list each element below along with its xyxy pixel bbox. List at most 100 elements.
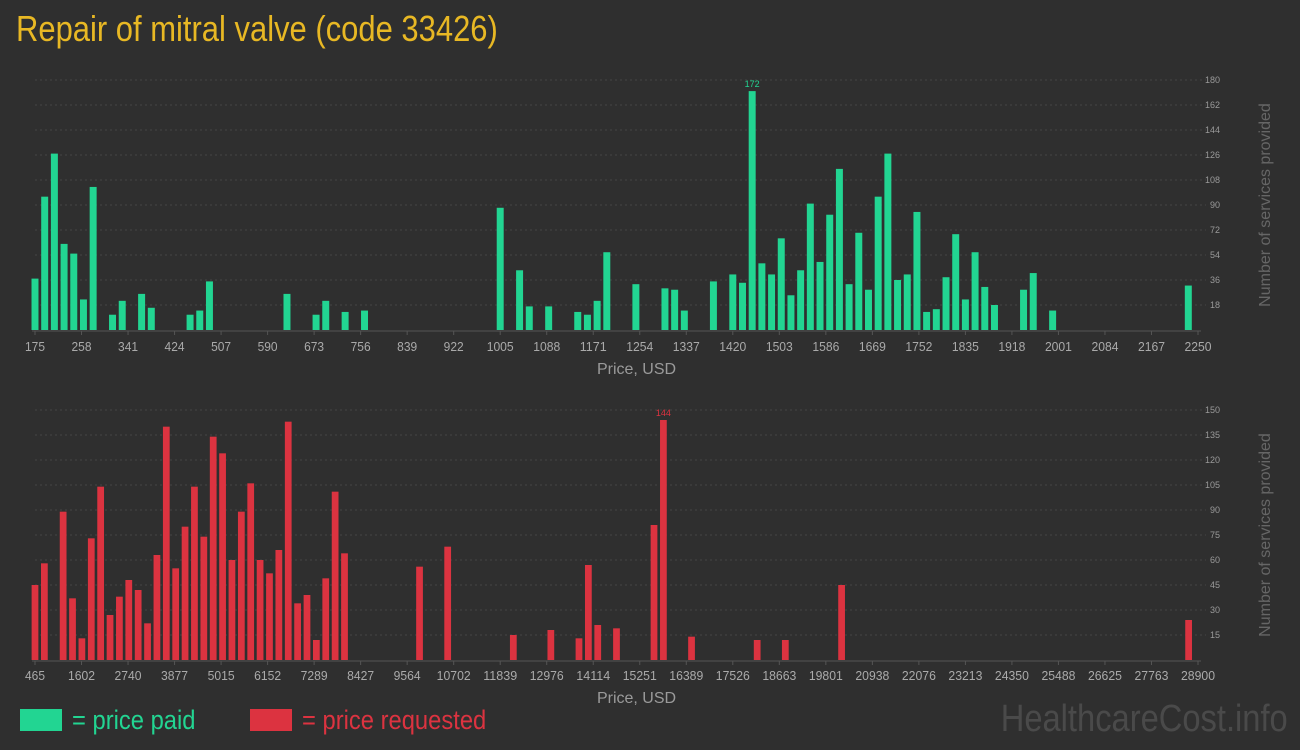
x-tick-label: 2084 [1091, 339, 1118, 354]
bar [275, 550, 283, 660]
x-tick-label: 23213 [948, 668, 982, 683]
legend-label-requested: = price requested [302, 704, 487, 735]
chart-price-requested: 15 30 45 60 75 90 105 120 135 150 144 465 1602 2740 38… [25, 405, 1274, 707]
bar [59, 511, 67, 660]
x-tick-label: 11839 [483, 668, 517, 683]
x-tick-label: 1254 [626, 339, 653, 354]
x-tick-label: 341 [118, 339, 138, 354]
bar [247, 483, 255, 660]
x-tick-label: 1420 [719, 339, 746, 354]
bar [89, 186, 97, 330]
bar [162, 426, 170, 660]
bar [200, 536, 208, 660]
bar [109, 314, 117, 330]
x-tick-label: 27763 [1134, 668, 1168, 683]
bar [594, 625, 602, 660]
bar [671, 289, 679, 330]
y-tick-label: 120 [1205, 455, 1220, 465]
bar [97, 486, 105, 660]
x-tick-label: 26625 [1088, 668, 1122, 683]
bar [547, 630, 555, 660]
bar [138, 293, 146, 330]
bar [79, 299, 87, 330]
y-tick-label: 162 [1205, 100, 1220, 110]
y-tick-label: 90 [1210, 200, 1220, 210]
x-tick-label: 19801 [809, 668, 843, 683]
y-tick-label: 45 [1210, 580, 1220, 590]
page-title: Repair of mitral valve (code 33426) [16, 8, 498, 49]
x-tick-label: 175 [25, 339, 45, 354]
bar [219, 453, 226, 660]
bar [509, 635, 517, 660]
y-tick-label: 60 [1210, 555, 1220, 565]
bar [661, 288, 669, 330]
x-tick-label: 507 [211, 339, 231, 354]
bar [69, 598, 76, 660]
bar [416, 566, 423, 660]
bar [729, 274, 737, 330]
legend-swatch-requested [250, 709, 292, 731]
x-tick-label: 673 [304, 339, 324, 354]
bar [923, 311, 931, 330]
x-tick-label: 5015 [208, 668, 235, 683]
x-tick-label: 1835 [952, 339, 979, 354]
bar [981, 286, 989, 330]
x-tick-label: 1005 [487, 339, 514, 354]
x-tick-label: 17526 [716, 668, 750, 683]
x-tick-label: 1918 [998, 339, 1025, 354]
peak-value-label: 172 [745, 79, 760, 89]
bar [680, 310, 688, 330]
y-tick-label: 105 [1205, 480, 1220, 490]
x-tick-label: 12976 [530, 668, 564, 683]
bar [205, 281, 213, 330]
y-tick-label: 108 [1205, 175, 1220, 185]
bar [322, 578, 330, 660]
bar [584, 565, 592, 660]
bar [172, 568, 180, 660]
x-tick-label: 1752 [905, 339, 932, 354]
bar [961, 299, 969, 330]
x-tick-label: 9564 [394, 668, 421, 683]
y-tick-label: 126 [1205, 150, 1220, 160]
bar [753, 640, 761, 660]
x-tick-label: 1503 [766, 339, 793, 354]
x-tick-label: 590 [258, 339, 278, 354]
chart-price-paid: 18 36 54 72 90 108 126 144 162 180 172 175 258 341 424… [25, 75, 1274, 378]
bar [942, 277, 950, 330]
bar [709, 281, 717, 330]
x-tick-label: 10702 [437, 668, 471, 683]
bar [748, 91, 756, 330]
bar [1184, 285, 1192, 330]
bar [806, 203, 814, 330]
bar [87, 538, 95, 660]
bar [660, 420, 667, 660]
bar [575, 638, 583, 660]
bar [603, 252, 611, 330]
legend-label-paid: = price paid [72, 704, 196, 735]
y-axis-label: Number of services provided [1257, 433, 1274, 637]
bar [952, 234, 960, 330]
bar [312, 314, 320, 330]
bar [903, 274, 911, 330]
x-tick-label: 424 [165, 339, 185, 354]
bar [838, 585, 845, 660]
bar [284, 421, 292, 660]
legend-price-requested: = price requested [250, 704, 511, 736]
bar [444, 546, 452, 660]
bar [31, 278, 39, 330]
bar [797, 270, 805, 330]
x-tick-label: 922 [444, 339, 464, 354]
bar [874, 196, 882, 330]
x-tick-label: 25488 [1041, 668, 1075, 683]
bar [826, 214, 834, 330]
y-tick-label: 75 [1210, 530, 1220, 540]
x-tick-label: 2167 [1138, 339, 1165, 354]
bar [613, 628, 620, 660]
x-tick-label: 1669 [859, 339, 886, 354]
bar [768, 274, 776, 330]
y-tick-label: 135 [1205, 430, 1220, 440]
bar [266, 573, 273, 660]
bar [186, 314, 194, 330]
bar [228, 560, 236, 660]
x-tick-label: 15251 [623, 668, 657, 683]
